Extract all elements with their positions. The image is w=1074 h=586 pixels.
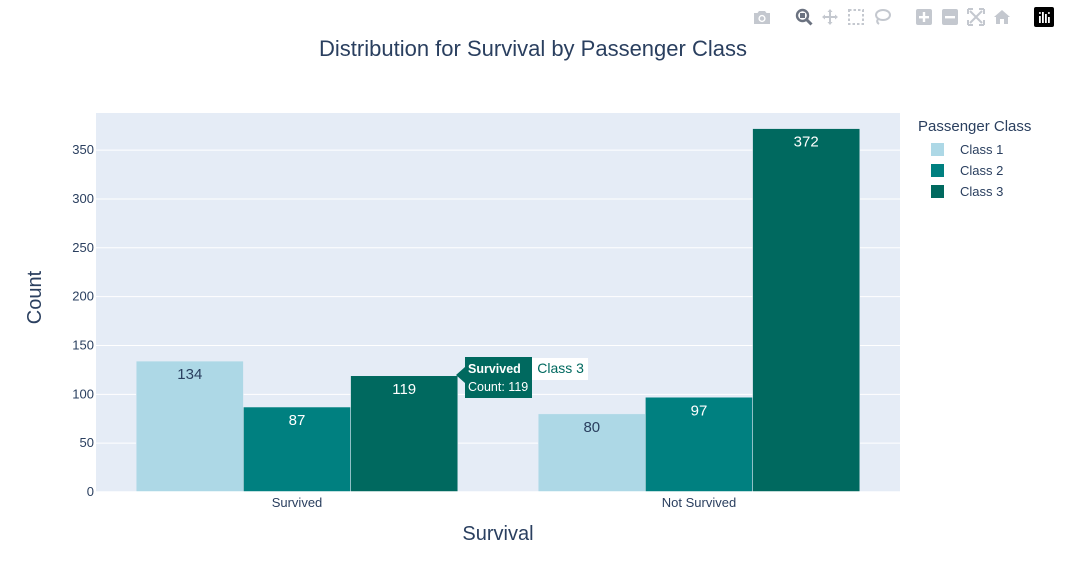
x-axis-title: Survival bbox=[462, 523, 533, 545]
bar-class-1[interactable] bbox=[135, 360, 244, 493]
y-tick-label: 150 bbox=[72, 337, 94, 352]
bar-value-label: 97 bbox=[691, 402, 708, 419]
hover-tooltip: Survived Count: 119 Class 3 bbox=[456, 357, 588, 398]
legend-swatch bbox=[931, 164, 944, 177]
y-tick-label: 0 bbox=[87, 484, 94, 499]
plotly-logo-icon[interactable] bbox=[1034, 7, 1054, 27]
tooltip-box: Survived Count: 119 bbox=[465, 357, 533, 398]
y-tick-label: 50 bbox=[80, 435, 94, 450]
y-tick-label: 100 bbox=[72, 386, 94, 401]
legend: Passenger Class Class 1 Class 2 Class 3 bbox=[918, 118, 1031, 202]
autoscale-icon[interactable] bbox=[966, 7, 986, 27]
legend-swatch bbox=[931, 143, 944, 156]
bar-class-1[interactable] bbox=[537, 413, 646, 493]
legend-label: Class 3 bbox=[960, 184, 1004, 199]
y-tick-label: 300 bbox=[72, 191, 94, 206]
zoom-out-icon[interactable] bbox=[940, 7, 960, 27]
bar-class-3[interactable] bbox=[752, 128, 861, 493]
legend-title: Passenger Class bbox=[918, 118, 1032, 135]
x-tick-label: Survived bbox=[272, 495, 323, 510]
tooltip-arrow bbox=[456, 367, 465, 383]
tooltip-count: Count: 119 bbox=[468, 380, 529, 394]
bar-value-label: 119 bbox=[392, 381, 416, 398]
bar-class-3[interactable] bbox=[350, 375, 459, 493]
box-select-icon[interactable] bbox=[846, 7, 866, 27]
tooltip-series: Class 3 bbox=[532, 358, 588, 380]
x-tick-label: Not Survived bbox=[662, 495, 736, 510]
bar-value-label: 134 bbox=[177, 366, 202, 383]
bar-value-label: 87 bbox=[289, 412, 306, 429]
legend-item-class-3[interactable]: Class 3 bbox=[918, 181, 1031, 202]
camera-icon[interactable] bbox=[752, 7, 772, 27]
y-tick-label: 250 bbox=[72, 240, 94, 255]
legend-label: Class 1 bbox=[960, 142, 1004, 157]
modebar bbox=[752, 7, 1054, 27]
zoom-icon[interactable] bbox=[794, 7, 814, 27]
bar-value-label: 372 bbox=[794, 134, 819, 151]
bar-value-label: 80 bbox=[583, 419, 600, 436]
bar-class-2[interactable] bbox=[645, 397, 753, 493]
y-tick-label: 350 bbox=[72, 142, 94, 157]
legend-item-class-1[interactable]: Class 1 bbox=[918, 139, 1031, 160]
lasso-select-icon[interactable] bbox=[872, 7, 892, 27]
y-axis-title: Count bbox=[24, 270, 46, 324]
legend-item-class-2[interactable]: Class 2 bbox=[918, 160, 1031, 181]
y-tick-label: 200 bbox=[72, 289, 94, 304]
chart-title: Distribution for Survival by Passenger C… bbox=[319, 36, 747, 61]
reset-axes-icon[interactable] bbox=[992, 7, 1012, 27]
pan-icon[interactable] bbox=[820, 7, 840, 27]
zoom-in-icon[interactable] bbox=[914, 7, 934, 27]
legend-swatch bbox=[931, 185, 944, 198]
tooltip-category: Survived bbox=[468, 362, 521, 376]
legend-label: Class 2 bbox=[960, 163, 1004, 178]
